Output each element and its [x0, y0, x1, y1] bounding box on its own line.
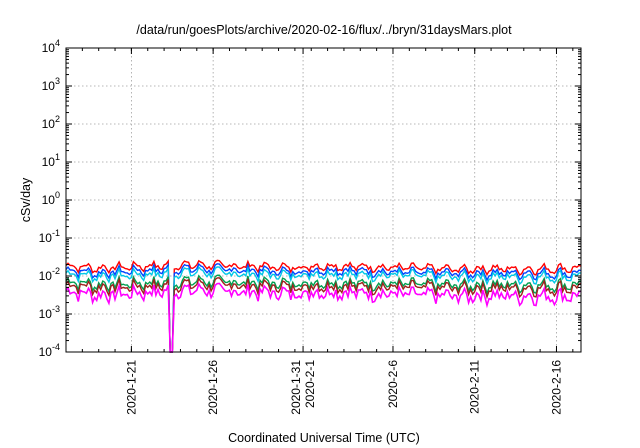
y-tick-label: 100	[42, 190, 60, 207]
x-tick-label: 2020-1-31	[289, 360, 303, 415]
series-line	[65, 262, 582, 353]
series-line	[65, 274, 582, 353]
x-tick-label: 2020-2-6	[386, 360, 400, 408]
y-tick-label: 103	[42, 76, 60, 93]
y-tick-label: 101	[42, 152, 60, 169]
y-tick-label: 10-3	[39, 304, 60, 321]
y-tick-label: 102	[42, 114, 60, 131]
x-tick-label: 2020-2-11	[468, 360, 482, 414]
y-axis-label: cSv/day	[19, 177, 33, 222]
x-tick-label: 2020-2-1	[303, 360, 317, 408]
series-line	[65, 265, 581, 353]
x-axis: 2020-1-21 2020-1-26 2020-1-31 2020-2-1 2020-…	[81, 48, 574, 415]
y-tick-label: 104	[42, 38, 60, 55]
series-layer	[65, 259, 582, 353]
y-tick-label: 10-2	[39, 266, 60, 283]
x-tick-label: 2020-1-21	[124, 360, 138, 415]
x-tick-label: 2020-2-16	[549, 360, 563, 415]
y-axis: 10-4 10-3 10-2 10-1 100 101 102 103 104	[39, 38, 581, 359]
grid-layer	[66, 48, 581, 352]
series-line	[65, 259, 582, 353]
x-axis-label: Coordinated Universal Time (UTC)	[228, 431, 420, 445]
y-tick-label: 10-4	[39, 342, 60, 359]
x-tick-label: 2020-1-26	[206, 360, 220, 415]
y-tick-label: 10-1	[39, 228, 60, 245]
series-line	[65, 281, 582, 353]
chart-title: /data/run/goesPlots/archive/2020-02-16/f…	[136, 23, 512, 37]
series-line	[65, 276, 582, 353]
